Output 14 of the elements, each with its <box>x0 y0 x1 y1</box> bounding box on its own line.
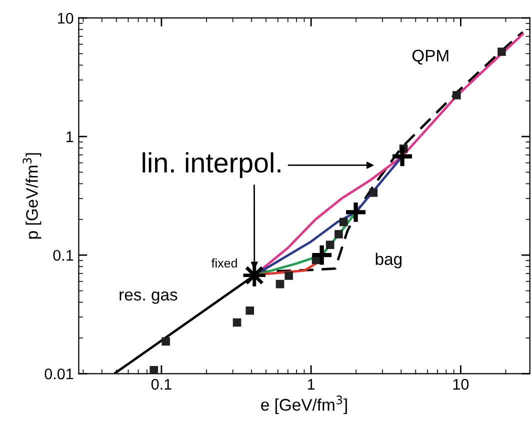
x-tick-label: 1 <box>308 379 315 390</box>
annotation: res. gas <box>120 291 178 304</box>
annotation: fixed <box>212 258 237 268</box>
y-axis-title: p [GeV/fm$^{3}$] <box>22 153 42 239</box>
x-tick-label: 0.1 <box>151 378 172 390</box>
annotation: QPM <box>412 50 448 65</box>
y-tick-label: 10 <box>58 12 74 24</box>
y-tick-label: 1 <box>66 132 74 142</box>
annotation: bag <box>376 252 402 268</box>
x-axis-title: e [GeV/fm$^{3}$] <box>261 396 347 414</box>
annotation: lin. interpol. <box>142 152 280 178</box>
y-tick-label: 0.01 <box>44 368 74 380</box>
x-tick-label: 10 <box>453 378 469 390</box>
y-tick-label: 0.1 <box>53 250 74 261</box>
